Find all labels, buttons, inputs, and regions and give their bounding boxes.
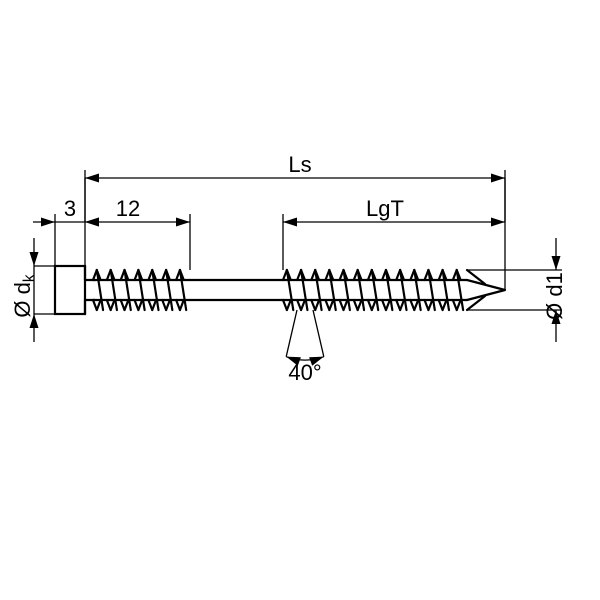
svg-text:3: 3 (64, 196, 76, 221)
svg-text:12: 12 (116, 196, 140, 221)
svg-text:LgT: LgT (366, 196, 404, 221)
svg-text:Ls: Ls (288, 152, 311, 177)
svg-text:Ø d1: Ø d1 (542, 272, 567, 320)
svg-text:Ø dk: Ø dk (10, 274, 38, 317)
svg-text:40°: 40° (288, 360, 321, 385)
